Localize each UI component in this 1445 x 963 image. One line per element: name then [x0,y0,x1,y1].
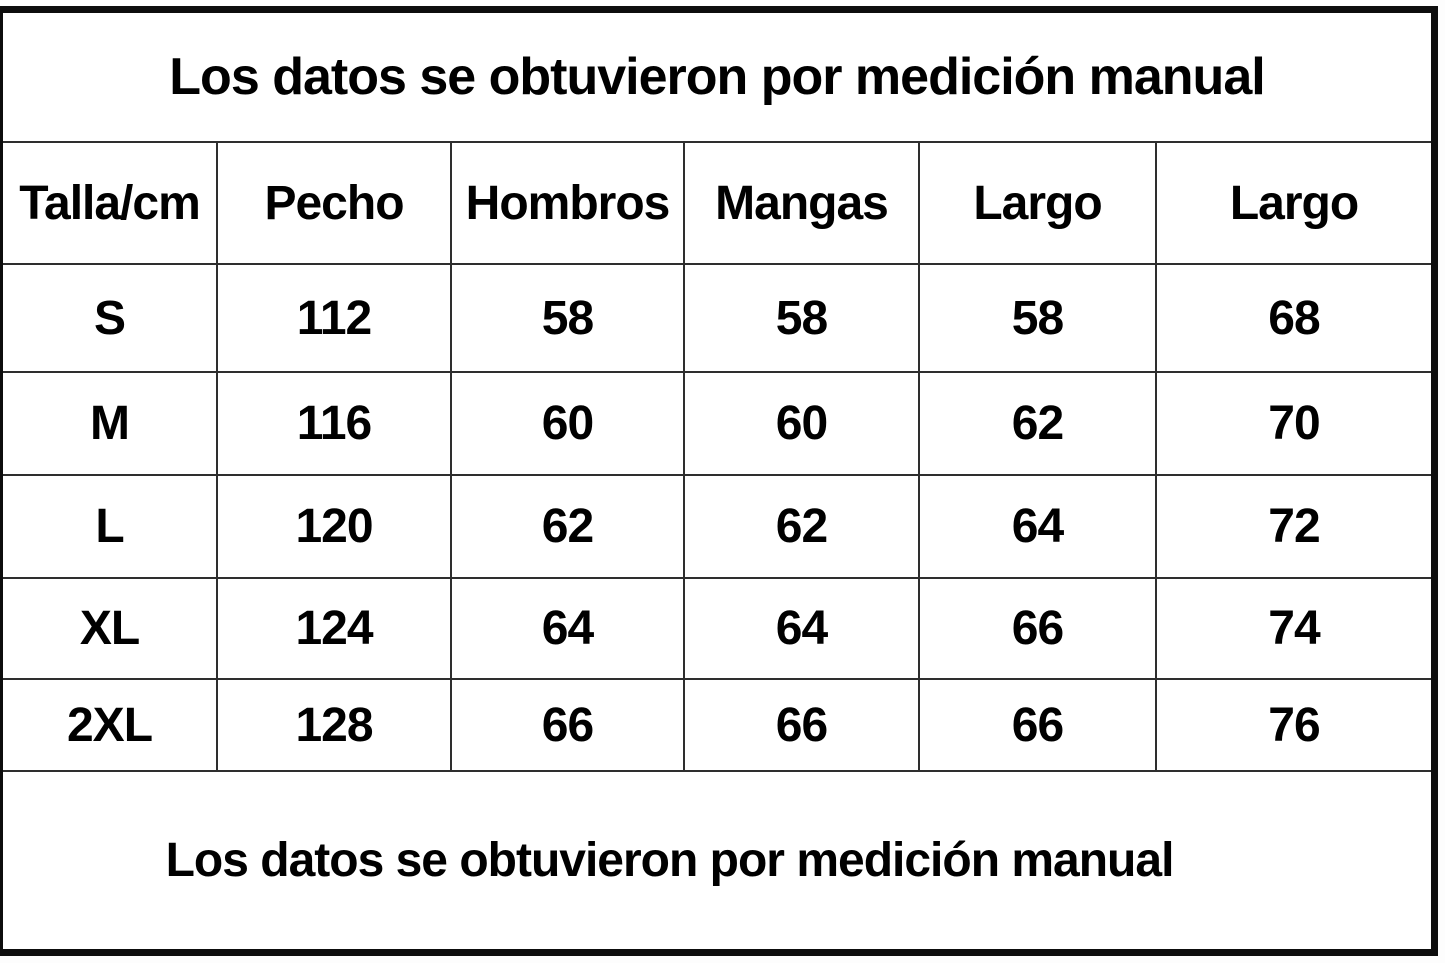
measurement-value: 64 [683,577,918,678]
column-header-mangas: Mangas [683,143,918,263]
measurement-value: 66 [918,678,1155,770]
measurement-value: 58 [918,263,1155,371]
table-row: L 120 62 62 64 72 [3,474,1431,577]
measurement-value: 58 [683,263,918,371]
table-header-row: Talla/cm Pecho Hombros Mangas Largo Larg… [3,143,1431,263]
measurement-value: 76 [1155,678,1431,770]
measurement-value: 120 [216,474,450,577]
size-chart-table: Los datos se obtuvieron por medición man… [0,6,1438,956]
measurement-value: 124 [216,577,450,678]
table-footer: Los datos se obtuvieron por medición man… [3,770,1431,949]
measurement-value: 60 [683,371,918,474]
measurement-value: 64 [918,474,1155,577]
measurement-value: 74 [1155,577,1431,678]
measurement-value: 62 [683,474,918,577]
measurement-value: 128 [216,678,450,770]
size-label: S [3,263,216,371]
table-row: M 116 60 60 62 70 [3,371,1431,474]
table-title-text: Los datos se obtuvieron por medición man… [169,48,1265,106]
measurement-value: 116 [216,371,450,474]
column-header-talla: Talla/cm [19,176,201,230]
table-title: Los datos se obtuvieron por medición man… [3,13,1431,143]
measurement-value: 58 [450,263,683,371]
column-header-hombros: Hombros [450,143,683,263]
column-header-largo-1: Largo [918,143,1155,263]
measurement-value: 70 [1155,371,1431,474]
measurement-value: 66 [683,678,918,770]
measurement-value: 112 [216,263,450,371]
measurement-value: 66 [918,577,1155,678]
measurement-value: 62 [450,474,683,577]
table-row: S 112 58 58 58 68 [3,263,1431,371]
size-label: XL [3,577,216,678]
table-footer-text: Los datos se obtuvieron por medición man… [165,834,1175,887]
measurement-value: 66 [450,678,683,770]
measurement-value: 60 [450,371,683,474]
column-header-pecho: Pecho [216,143,450,263]
table-row: XL 124 64 64 66 74 [3,577,1431,678]
size-label: M [3,371,216,474]
measurement-value: 62 [918,371,1155,474]
measurement-value: 68 [1155,263,1431,371]
table-row: 2XL 128 66 66 66 76 [3,678,1431,770]
measurement-value: 72 [1155,474,1431,577]
measurement-value: 64 [450,577,683,678]
size-label: L [3,474,216,577]
size-label: 2XL [3,678,216,770]
column-header-largo-2: Largo [1155,143,1431,263]
